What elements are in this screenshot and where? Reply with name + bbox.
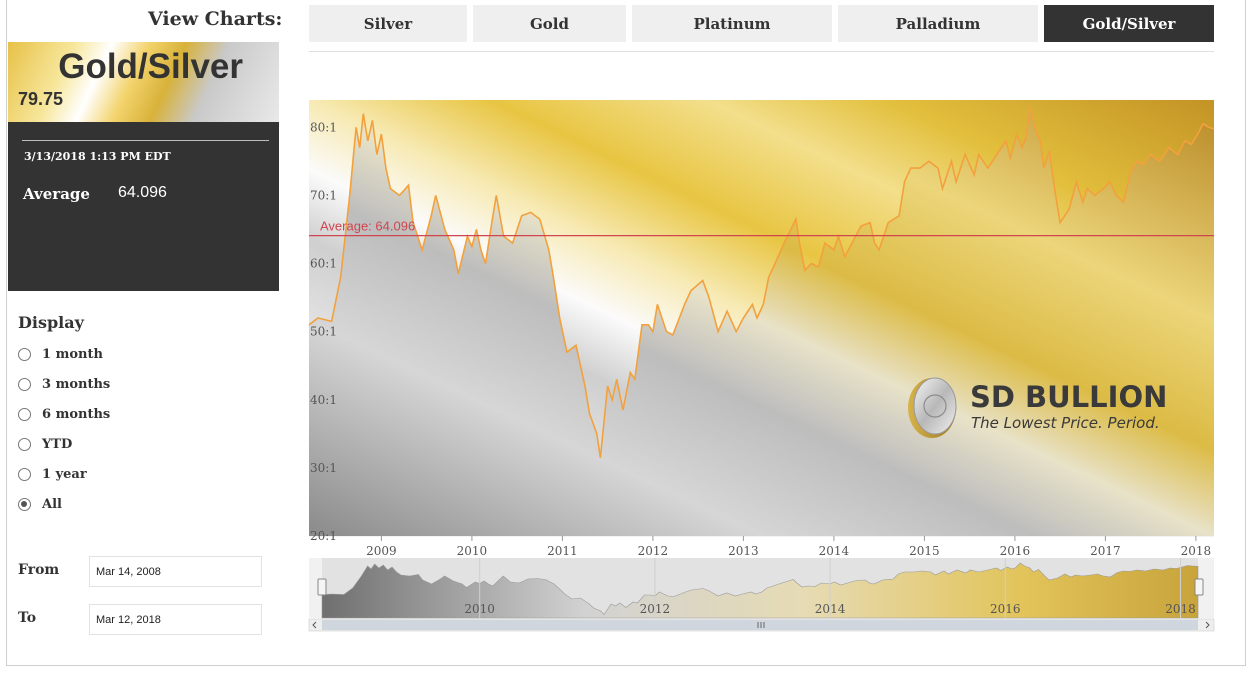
x-tick-label: 2015 — [909, 544, 940, 558]
y-tick-label: 40:1 — [310, 393, 337, 407]
logo-title: SD BULLION — [970, 380, 1167, 414]
sd-bullion-logo: SD BULLION The Lowest Price. Period. — [908, 377, 1167, 438]
navigator-tick-label: 2018 — [1165, 602, 1196, 616]
radio-icon[interactable] — [18, 408, 31, 421]
price-timestamp: 3/13/2018 1:13 PM EDT — [24, 150, 171, 163]
tab-platinum[interactable]: Platinum — [632, 5, 832, 42]
x-tick-label: 2018 — [1181, 544, 1212, 558]
x-tick-label: 2010 — [457, 544, 488, 558]
pair-summary-card: Gold/Silver 79.75 3/13/2018 1:13 PM EDT … — [8, 42, 279, 291]
average-line-label: Average: 64.096 — [320, 219, 415, 234]
display-option-1-year[interactable]: 1 year — [18, 467, 87, 482]
coin-inner-ring — [923, 394, 947, 418]
display-option-3-months[interactable]: 3 months — [18, 377, 110, 392]
display-option-label: 6 months — [42, 407, 111, 422]
x-tick-label: 2017 — [1090, 544, 1121, 558]
tab-palladium[interactable]: Palladium — [838, 5, 1038, 42]
display-option-all[interactable]: All — [18, 497, 62, 512]
display-option-1-month[interactable]: 1 month — [18, 347, 103, 362]
x-tick-label: 2013 — [728, 544, 759, 558]
y-tick-label: 80:1 — [310, 120, 337, 134]
x-tick-label: 2009 — [366, 544, 397, 558]
display-option-ytd[interactable]: YTD — [18, 437, 72, 452]
display-option-6-months[interactable]: 6 months — [18, 407, 110, 422]
scroll-left-icon[interactable] — [312, 621, 317, 629]
navigator-tick-label: 2012 — [640, 602, 671, 616]
view-charts-title: View Charts: — [148, 8, 283, 30]
navigator-left-handle[interactable] — [317, 578, 327, 596]
y-tick-label: 50:1 — [310, 325, 337, 339]
display-option-label: 3 months — [42, 377, 111, 392]
navigator-series-area — [321, 562, 1199, 619]
pair-name: Gold/Silver — [58, 47, 243, 86]
y-tick-label: 70:1 — [310, 188, 337, 202]
tab-underline — [309, 51, 1214, 52]
display-option-label: 1 year — [42, 467, 87, 482]
display-option-label: All — [42, 497, 62, 512]
x-tick-label: 2014 — [819, 544, 850, 558]
average-value: 64.096 — [118, 184, 167, 201]
from-date-input[interactable] — [89, 556, 262, 587]
display-title: Display — [18, 313, 84, 332]
tab-gold-silver[interactable]: Gold/Silver — [1044, 5, 1214, 42]
radio-icon[interactable] — [18, 348, 31, 361]
radio-selected-icon[interactable] — [18, 498, 31, 511]
display-option-label: YTD — [42, 437, 73, 452]
y-tick-label: 20:1 — [310, 529, 337, 543]
radio-icon[interactable] — [18, 378, 31, 391]
scrollbar-thumb[interactable] — [322, 620, 1198, 630]
display-option-label: 1 month — [42, 347, 103, 362]
radio-icon[interactable] — [18, 468, 31, 481]
logo-subtitle: The Lowest Price. Period. — [971, 414, 1160, 432]
coin-icon — [913, 377, 957, 435]
x-tick-label: 2016 — [1000, 544, 1031, 558]
navigator-tick-label: 2010 — [464, 602, 495, 616]
divider — [22, 140, 269, 141]
page-frame — [6, 0, 1246, 666]
average-label: Average — [23, 185, 90, 203]
navigator-right-handle[interactable] — [1194, 578, 1204, 596]
navigator-ticks: 2010 2012 2014 2016 2018 — [464, 558, 1196, 618]
navigator-tick-label: 2016 — [990, 602, 1021, 616]
to-date-input[interactable] — [89, 604, 262, 635]
x-tick-label: 2012 — [638, 544, 669, 558]
pair-header-banner: Gold/Silver 79.75 — [8, 42, 279, 122]
y-tick-label: 60:1 — [310, 257, 337, 271]
pair-price: 79.75 — [18, 89, 64, 109]
radio-icon[interactable] — [18, 438, 31, 451]
tab-gold[interactable]: Gold — [473, 5, 626, 42]
scroll-right-icon[interactable] — [1205, 621, 1210, 629]
y-axis-ticks: 20:1 30:1 40:1 50:1 60:1 70:1 80:1 — [310, 120, 337, 543]
navigator-tick-label: 2014 — [815, 602, 846, 616]
tab-silver[interactable]: Silver — [309, 5, 467, 42]
x-axis-ticks: 2009 2010 2011 2012 2013 2014 2015 2016 2017 2018 — [366, 536, 1211, 558]
x-tick-label: 2011 — [547, 544, 578, 558]
scrollbar-grip-icon — [757, 622, 765, 628]
ratio-area-fill — [309, 106, 1214, 537]
to-label: To — [18, 610, 37, 626]
y-tick-label: 30:1 — [310, 461, 337, 475]
from-label: From — [18, 562, 60, 578]
ratio-series-line — [308, 106, 1215, 458]
